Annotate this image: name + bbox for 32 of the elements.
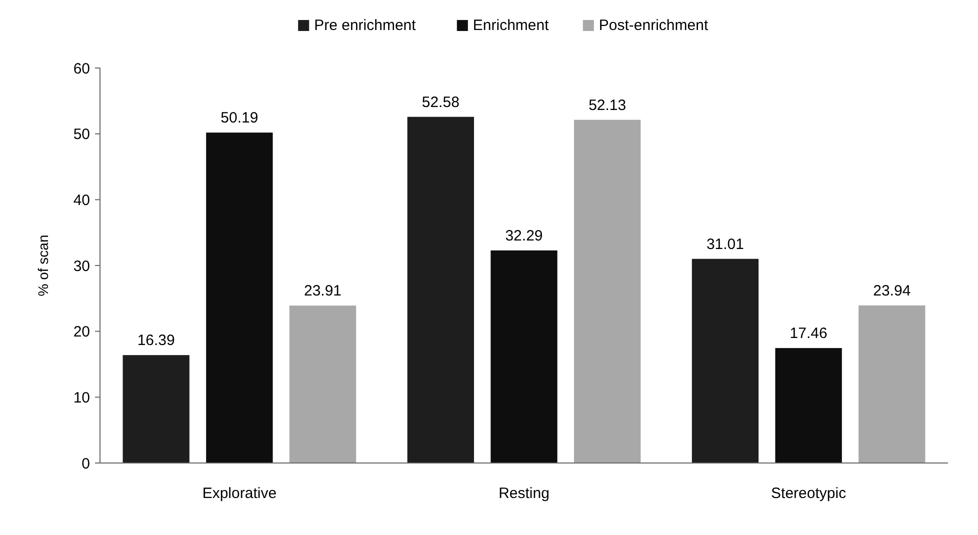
- y-tick-label: 10: [73, 389, 90, 406]
- data-label: 23.94: [873, 282, 911, 300]
- y-tick-label: 60: [73, 60, 90, 78]
- legend-label: Enrichment: [472, 17, 550, 34]
- data-label: 17.46: [790, 325, 828, 342]
- data-label: 23.91: [304, 282, 342, 300]
- x-tick-label: Stereotypic: [771, 485, 847, 502]
- data-label: 50.19: [220, 110, 258, 127]
- bar: [206, 132, 273, 463]
- data-label: 52.13: [588, 96, 626, 114]
- y-axis-title: % of scan: [35, 234, 51, 296]
- bar: [122, 355, 190, 463]
- bar: [775, 348, 842, 463]
- bar: [858, 305, 926, 463]
- y-tick-label: 0: [82, 455, 90, 472]
- y-tick-label: 50: [73, 126, 90, 144]
- bar: [407, 116, 474, 463]
- y-tick-label: 20: [73, 324, 90, 341]
- data-label: 16.39: [137, 332, 175, 350]
- bar: [574, 120, 641, 463]
- data-label: 52.58: [422, 94, 460, 111]
- y-tick-label: 40: [73, 192, 90, 209]
- bar: [289, 306, 356, 463]
- data-label: 31.01: [706, 236, 744, 253]
- y-tick-label: 30: [73, 258, 90, 275]
- legend-label: Post-enrichment: [598, 17, 709, 34]
- x-tick-label: Resting: [498, 485, 550, 502]
- x-tick-label: Explorative: [202, 485, 277, 502]
- legend-label: Pre enrichment: [314, 17, 417, 34]
- data-label: 32.29: [505, 227, 543, 244]
- bar: [692, 258, 759, 463]
- bar: [490, 250, 558, 463]
